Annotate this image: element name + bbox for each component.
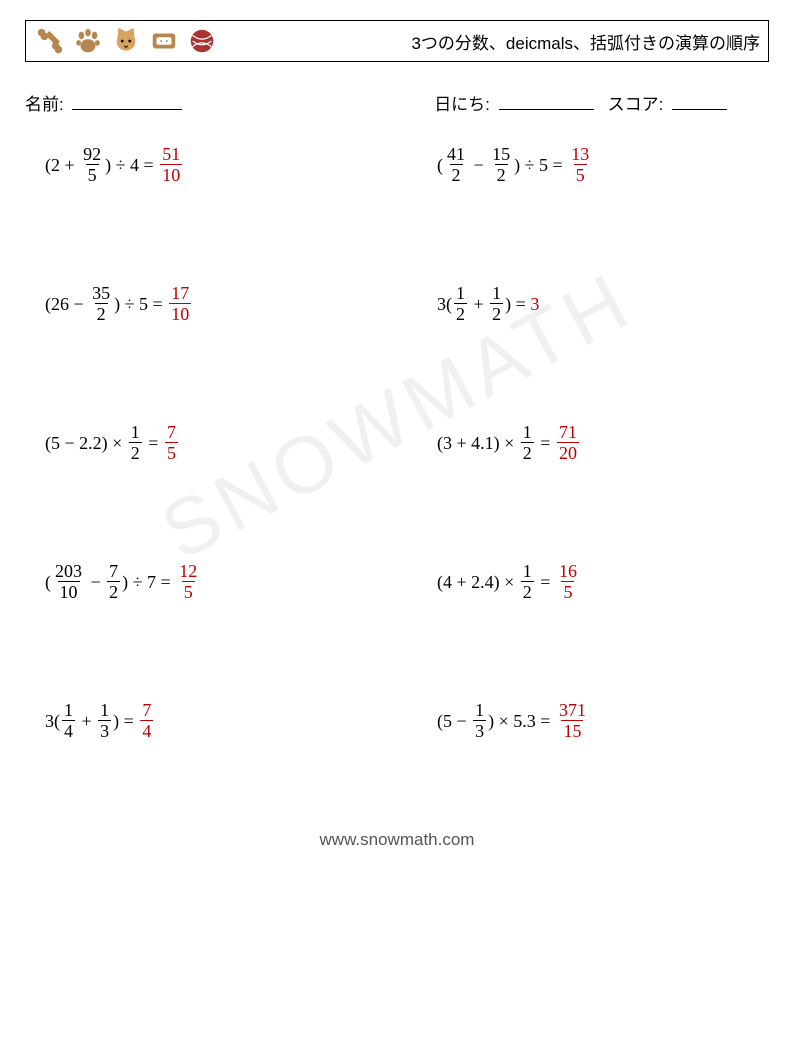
score-underline: [672, 92, 727, 110]
expression: 3(12 + 12) = 3: [437, 284, 539, 323]
problem-row: (20310 − 72) ÷ 7 = 125 (4 + 2.4) × 12 = 1…: [25, 562, 769, 601]
pet-bed-icon: [148, 25, 180, 57]
header-icons: [34, 25, 218, 57]
problem-row: (2 + 925) ÷ 4 = 5110 (412 − 152) ÷ 5 = 13…: [25, 145, 769, 184]
problem-cell: 3(12 + 12) = 3: [417, 284, 794, 323]
problem-row: (5 − 2.2) × 12 = 75 (3 + 4.1) × 12 = 7120: [25, 423, 769, 462]
yarn-ball-icon: [186, 25, 218, 57]
expression: (4 + 2.4) × 12 = 165: [437, 562, 581, 601]
footer-url: www.snowmath.com: [0, 830, 794, 850]
cat-face-icon: [110, 25, 142, 57]
expression: (2 + 925) ÷ 4 = 5110: [45, 145, 184, 184]
problem-row: 3(14 + 13) = 74 (5 − 13) × 5.3 = 37115: [25, 701, 769, 740]
expression: (5 − 2.2) × 12 = 75: [45, 423, 180, 462]
problem-cell: (412 − 152) ÷ 5 = 135: [417, 145, 794, 184]
worksheet-title: 3つの分数、deicmals、括弧付きの演算の順序: [411, 29, 760, 54]
date-label: 日にち:: [434, 95, 490, 114]
problems-grid: (2 + 925) ÷ 4 = 5110 (412 − 152) ÷ 5 = 13…: [25, 145, 769, 740]
problem-cell: (2 + 925) ÷ 4 = 5110: [25, 145, 417, 184]
paw-icon: [72, 25, 104, 57]
expression: (3 + 4.1) × 12 = 7120: [437, 423, 581, 462]
expression: 3(14 + 13) = 74: [45, 701, 155, 740]
bone-icon: [34, 25, 66, 57]
expression: (26 − 352) ÷ 5 = 1710: [45, 284, 193, 323]
problem-cell: (20310 − 72) ÷ 7 = 125: [25, 562, 417, 601]
problem-cell: (4 + 2.4) × 12 = 165: [417, 562, 794, 601]
name-underline: [72, 92, 182, 110]
expression: (20310 − 72) ÷ 7 = 125: [45, 562, 201, 601]
expression: (5 − 13) × 5.3 = 37115: [437, 701, 590, 740]
problem-cell: (5 − 2.2) × 12 = 75: [25, 423, 417, 462]
expression: (412 − 152) ÷ 5 = 135: [437, 145, 593, 184]
problem-cell: 3(14 + 13) = 74: [25, 701, 417, 740]
problem-row: (26 − 352) ÷ 5 = 1710 3(12 + 12) = 3: [25, 284, 769, 323]
problem-cell: (26 − 352) ÷ 5 = 1710: [25, 284, 417, 323]
date-underline: [499, 92, 594, 110]
problem-cell: (3 + 4.1) × 12 = 7120: [417, 423, 794, 462]
fields-row: 名前: 日にち: スコア:: [25, 90, 769, 115]
score-label: スコア:: [608, 95, 664, 114]
header-box: 3つの分数、deicmals、括弧付きの演算の順序: [25, 20, 769, 62]
problem-cell: (5 − 13) × 5.3 = 37115: [417, 701, 794, 740]
name-label: 名前:: [25, 95, 64, 114]
